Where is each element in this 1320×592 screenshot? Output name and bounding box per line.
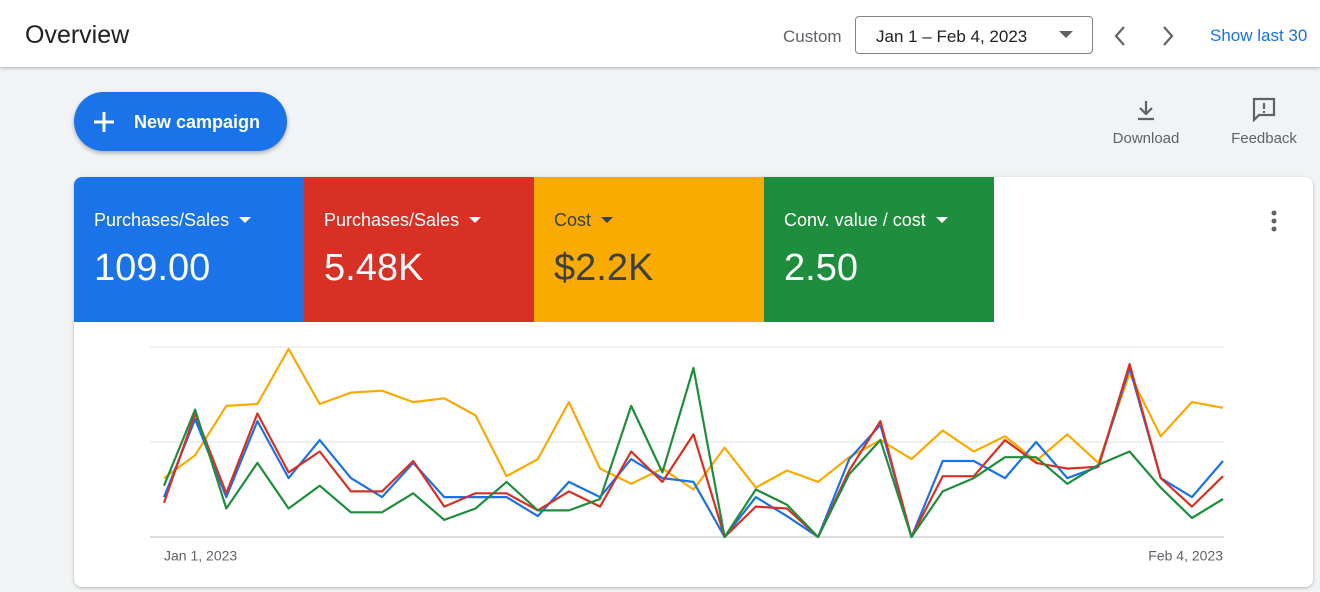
metric-name: Purchases/Sales [94, 210, 230, 230]
more-menu[interactable] [1264, 209, 1284, 235]
metric-dropdown[interactable] [469, 217, 482, 224]
series-line [162, 363, 1224, 539]
metric-value: 5.48K [324, 247, 424, 289]
new-campaign-button[interactable]: New campaign [74, 92, 287, 151]
series-line [162, 366, 1224, 539]
metric-dropdown[interactable] [935, 217, 948, 224]
new-campaign-label: New campaign [134, 112, 261, 132]
metric-name: Cost [554, 210, 592, 230]
feedback-button[interactable]: Feedback [1214, 96, 1314, 150]
plus-icon [94, 112, 114, 132]
metric-dropdown[interactable] [601, 217, 614, 224]
next-button[interactable] [1158, 24, 1178, 48]
series-line [163, 347, 1224, 491]
download-icon [1138, 101, 1154, 121]
x-tick-label: Jan 1, 2023 [164, 548, 237, 564]
metric-tile[interactable]: Purchases/Sales 109.00 [74, 177, 304, 322]
feedback-icon [1252, 97, 1276, 122]
overview-card: Purchases/Sales 109.00 Purchases/Sales 5.48… [74, 177, 1313, 587]
x-tick-label: Feb 4, 2023 [1148, 548, 1223, 564]
metric-tile[interactable]: Purchases/Sales 5.48K [304, 177, 534, 322]
chart: Jan 1, 2023 Feb 4, 2023 [150, 346, 1224, 564]
metric-name: Conv. value / cost [784, 210, 926, 230]
date-range-picker[interactable]: Jan 1 – Feb 4, 2023 [855, 16, 1093, 54]
metric-name: Purchases/Sales [324, 210, 460, 230]
header: Overview Custom Jan 1 – Feb 4, 2023 Show… [0, 0, 1320, 67]
series-line [162, 366, 1224, 539]
feedback-label: Feedback [1231, 130, 1297, 147]
metric-tile[interactable]: Conv. value / cost 2.50 [764, 177, 994, 322]
download-button[interactable]: Download [1096, 96, 1196, 150]
metric-dropdown[interactable] [239, 217, 252, 224]
date-range: Jan 1 – Feb 4, 2023 [876, 27, 1028, 46]
show-last-link[interactable]: Show last 30 [1210, 26, 1308, 45]
download-label: Download [1112, 130, 1180, 147]
page-title: Overview [25, 21, 130, 49]
prev-button[interactable] [1110, 24, 1130, 48]
metric-value: 2.50 [784, 247, 858, 289]
range-label: Custom [783, 27, 842, 46]
metric-value: 109.00 [94, 247, 211, 289]
metric-value: $2.2K [554, 247, 654, 289]
metric-tile[interactable]: Cost $2.2K [534, 177, 764, 322]
dropdown-arrow [1059, 31, 1073, 38]
